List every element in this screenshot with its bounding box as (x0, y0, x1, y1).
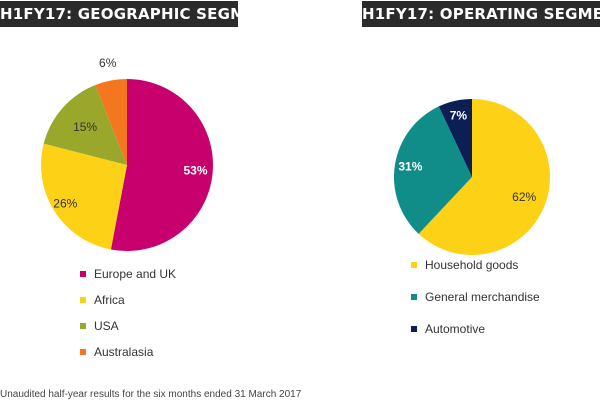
legend-item-general-merchandise: General merchandise (411, 290, 540, 304)
legend-label: USA (94, 319, 119, 333)
legend-swatch (411, 262, 417, 268)
geographic-pie-chart: 53% 26% 15% 6% (40, 56, 213, 251)
legend-label: Automotive (425, 322, 486, 336)
footnote: Unaudited half-year results for the six … (0, 389, 302, 400)
legend-swatch (80, 323, 86, 329)
slice-label-household-goods: 62% (512, 190, 536, 204)
slice-label-usa: 15% (73, 120, 97, 134)
legend-label: Africa (94, 293, 125, 307)
legend-label: Europe and UK (94, 267, 177, 281)
operating-chart-title: H1FY17: OPERATING SEGMENTS (362, 1, 600, 27)
pie-slice-automotive (438, 99, 472, 177)
geographic-legend: Europe and UK Africa USA Australasia (80, 267, 177, 372)
slice-label-general-merchandise: 31% (398, 159, 422, 173)
legend-item-automotive: Automotive (411, 322, 540, 336)
operating-pie-chart: 62% 31% 7% (394, 99, 551, 255)
legend-item-australasia: Australasia (80, 345, 176, 359)
pie-slice-usa (43, 85, 128, 165)
legend-swatch (80, 349, 86, 355)
geographic-chart-title: H1FY17: GEOGRAPHIC SEGMENTS (0, 1, 238, 27)
pie-slice-household-goods (418, 99, 551, 255)
legend-swatch (80, 297, 86, 303)
legend-label: General merchandise (425, 290, 540, 304)
pie-slice-general-merchandise (394, 106, 472, 234)
pie-slice-europe-and-uk (110, 79, 213, 251)
legend-swatch (411, 294, 417, 300)
legend-item-europe-uk: Europe and UK (80, 267, 177, 281)
slice-label-australasia: 6% (99, 56, 117, 70)
operating-legend: Household goods General merchandise Auto… (411, 258, 540, 355)
legend-label: Australasia (94, 345, 154, 359)
legend-swatch (411, 326, 417, 332)
legend-item-africa: Africa (80, 293, 176, 307)
legend-item-household-goods: Household goods (411, 258, 540, 272)
legend-label: Household goods (425, 258, 519, 272)
legend-item-usa: USA (80, 319, 176, 333)
slice-label-europe-and-uk: 53% (183, 164, 207, 178)
pie-slice-australasia (95, 79, 127, 165)
slice-label-automotive: 7% (450, 108, 468, 122)
pie-slice-africa (40, 143, 128, 250)
slice-label-africa: 26% (53, 196, 77, 210)
legend-swatch (80, 271, 86, 277)
